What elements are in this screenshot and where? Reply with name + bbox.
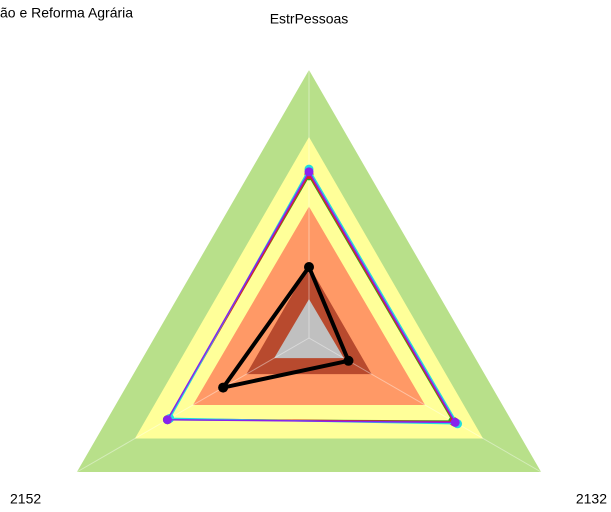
axis-label: 2132 [576, 491, 607, 507]
series-line [221, 264, 351, 390]
series-line [166, 171, 456, 424]
band [274, 299, 344, 359]
series-point [218, 382, 229, 393]
series-point [162, 415, 172, 425]
axis-line [76, 337, 310, 473]
series-point [304, 167, 314, 177]
series-point [450, 417, 460, 427]
series-point [304, 261, 314, 272]
chart-title: ão e Reforma Agrária [0, 5, 133, 21]
series-point [343, 355, 354, 366]
axis-label: 2152 [10, 491, 41, 507]
axis-label: EstrPessoas [270, 11, 349, 27]
